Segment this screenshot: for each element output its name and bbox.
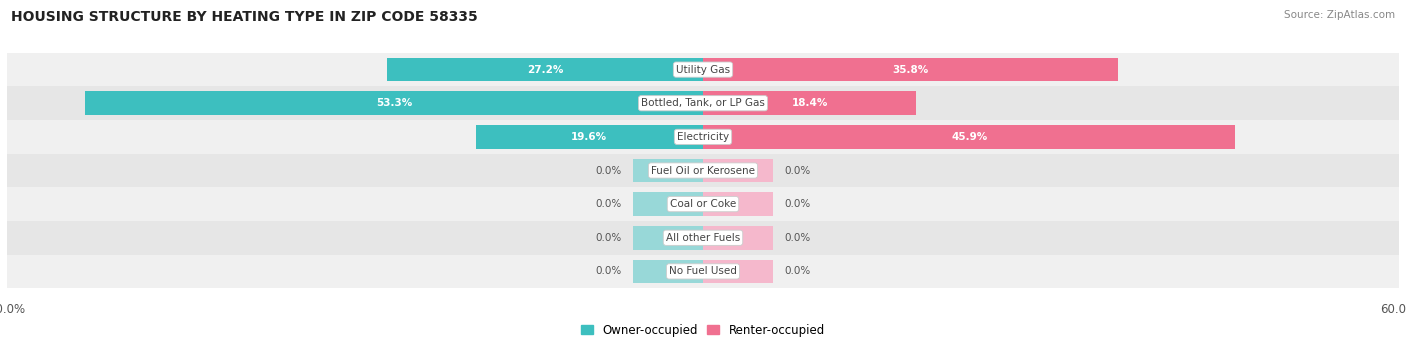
Bar: [703, 260, 773, 283]
Text: 0.0%: 0.0%: [596, 233, 621, 243]
Text: 0.0%: 0.0%: [596, 165, 621, 176]
Text: 35.8%: 35.8%: [893, 64, 929, 75]
Bar: [7, 53, 1399, 86]
Bar: [703, 192, 773, 216]
Bar: [703, 159, 773, 182]
Text: 0.0%: 0.0%: [596, 199, 621, 209]
Bar: [475, 125, 703, 149]
Text: Fuel Oil or Kerosene: Fuel Oil or Kerosene: [651, 165, 755, 176]
Bar: [7, 187, 1399, 221]
Bar: [633, 159, 703, 182]
Text: Source: ZipAtlas.com: Source: ZipAtlas.com: [1284, 10, 1395, 20]
Bar: [633, 192, 703, 216]
Bar: [7, 154, 1399, 187]
Text: Utility Gas: Utility Gas: [676, 64, 730, 75]
Text: 0.0%: 0.0%: [785, 199, 810, 209]
Bar: [703, 58, 1118, 81]
Text: 53.3%: 53.3%: [375, 98, 412, 108]
Bar: [7, 86, 1399, 120]
Legend: Owner-occupied, Renter-occupied: Owner-occupied, Renter-occupied: [576, 319, 830, 341]
Text: HOUSING STRUCTURE BY HEATING TYPE IN ZIP CODE 58335: HOUSING STRUCTURE BY HEATING TYPE IN ZIP…: [11, 10, 478, 24]
Text: 19.6%: 19.6%: [571, 132, 607, 142]
Text: 0.0%: 0.0%: [785, 233, 810, 243]
Bar: [84, 91, 703, 115]
Bar: [7, 255, 1399, 288]
Text: All other Fuels: All other Fuels: [666, 233, 740, 243]
Bar: [703, 125, 1236, 149]
Bar: [633, 260, 703, 283]
Text: Electricity: Electricity: [676, 132, 730, 142]
Text: No Fuel Used: No Fuel Used: [669, 266, 737, 277]
Bar: [703, 226, 773, 250]
Text: 45.9%: 45.9%: [950, 132, 987, 142]
Bar: [633, 226, 703, 250]
Bar: [7, 120, 1399, 154]
Text: 0.0%: 0.0%: [785, 266, 810, 277]
Bar: [7, 221, 1399, 255]
Text: 18.4%: 18.4%: [792, 98, 828, 108]
Text: 27.2%: 27.2%: [527, 64, 564, 75]
Bar: [388, 58, 703, 81]
Text: 0.0%: 0.0%: [785, 165, 810, 176]
Text: 0.0%: 0.0%: [596, 266, 621, 277]
Text: Coal or Coke: Coal or Coke: [669, 199, 737, 209]
Bar: [703, 91, 917, 115]
Text: Bottled, Tank, or LP Gas: Bottled, Tank, or LP Gas: [641, 98, 765, 108]
